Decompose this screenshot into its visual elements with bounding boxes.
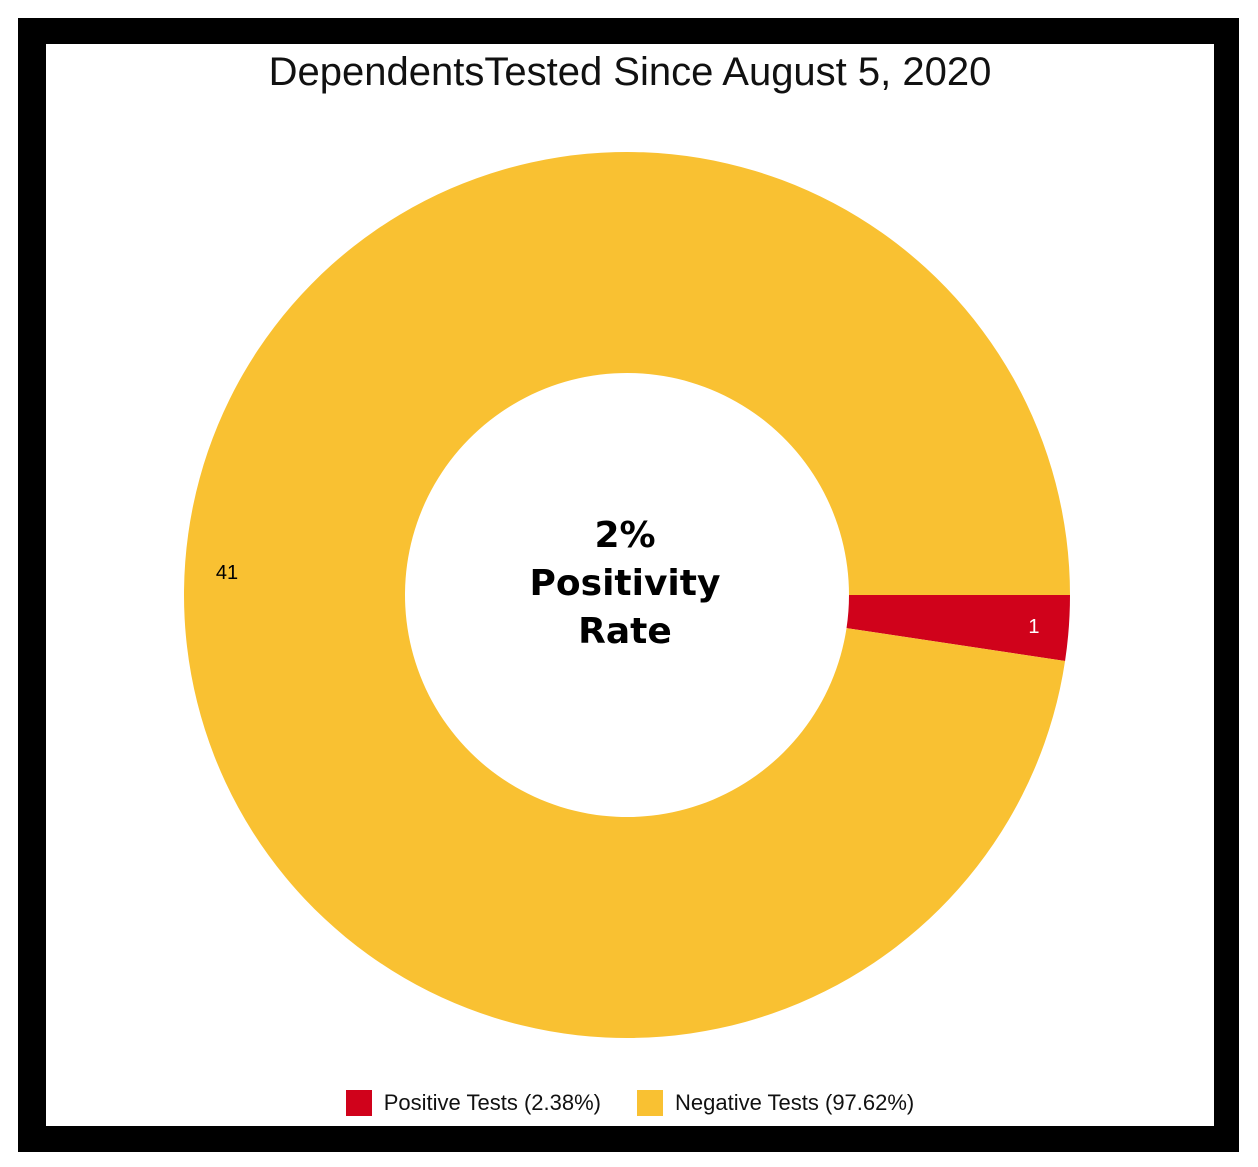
legend-label-positive: Positive Tests (2.38%) <box>383 1090 601 1115</box>
legend-swatch-negative <box>636 1090 663 1116</box>
slice-label-positive: 1 <box>1028 616 1039 638</box>
slice-negative[interactable] <box>183 151 1070 1038</box>
center-label: 2% Positivity Rate <box>505 512 745 656</box>
center-label-line3: Rate <box>578 611 672 652</box>
legend-swatch-positive <box>345 1090 372 1116</box>
legend: Positive Tests (2.38%) Negative Tests (9… <box>46 1090 1214 1116</box>
center-label-line2: Positivity <box>529 563 721 604</box>
slice-positive[interactable] <box>846 595 1070 662</box>
center-label-value: 2% <box>594 515 656 556</box>
legend-label-negative: Negative Tests (97.62%) <box>674 1090 915 1115</box>
legend-item-positive[interactable]: Positive Tests (2.38%) <box>345 1090 601 1116</box>
slice-label-negative: 41 <box>216 562 238 584</box>
legend-item-negative[interactable]: Negative Tests (97.62%) <box>636 1090 915 1116</box>
chart-title: DependentsTested Since August 5, 2020 <box>268 50 992 94</box>
